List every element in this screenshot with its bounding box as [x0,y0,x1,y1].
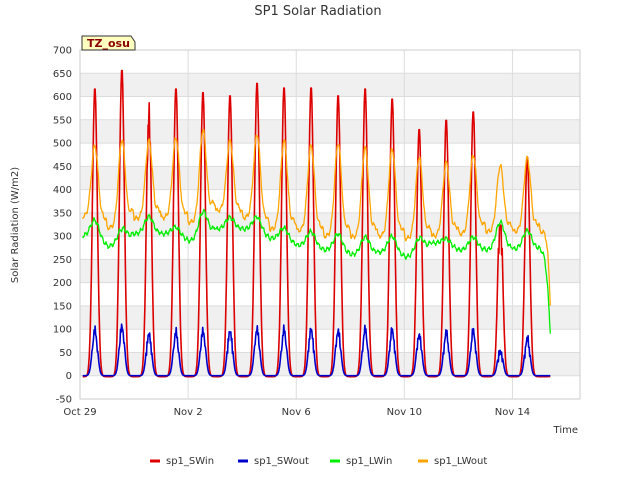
y-tick-label: 550 [53,115,72,126]
x-tick-label: Oct 29 [63,407,96,418]
legend-label-sp1_LWout: sp1_LWout [434,456,487,467]
grid-band [80,73,580,97]
y-tick-label: 600 [53,92,72,103]
y-tick-label: 50 [59,348,72,359]
chart-title: SP1 Solar Radiation [254,4,381,19]
series-line-sp1_LWout [82,128,551,306]
y-tick-label: 150 [53,301,72,312]
y-tick-label: -50 [56,395,72,406]
legend-label-sp1_SWin: sp1_SWin [166,456,214,467]
y-tick-label: 350 [53,208,72,219]
y-tick-label: 250 [53,255,72,266]
y-tick-label: 200 [53,278,72,289]
tz-badge-label: TZ_osu [87,37,130,50]
y-axis-label: Solar Radiation (W/m2) [10,167,21,283]
x-tick-label: Nov 10 [387,407,422,418]
x-tick-label: Nov 14 [495,407,530,418]
series-line-sp1_SWin [82,69,551,378]
grid-band [80,352,580,376]
x-tick-labels: Oct 29 Nov 2 Nov 6 Nov 10 Nov 14 [63,407,530,418]
x-tick-label: Nov 6 [282,407,311,418]
x-axis-label: Time [553,425,578,436]
y-tick-label: 650 [53,69,72,80]
y-tick-label: 300 [53,232,72,243]
series-layer [82,69,551,378]
legend-label-sp1_SWout: sp1_SWout [254,456,309,467]
grid-band [80,305,580,330]
series-line-sp1_SWout [82,323,551,377]
x-tick-label: Nov 2 [174,407,203,418]
y-tick-label: 0 [66,371,72,382]
grid-band [80,119,580,144]
grid-band [80,259,580,283]
series-line-sp1_LWin [82,208,551,334]
legend: sp1_SWin sp1_SWout sp1_LWin sp1_LWout [150,456,487,467]
tz-badge: TZ_osu [81,35,136,51]
plot-frame [79,49,581,400]
grid-band [80,166,580,190]
y-tick-label: 400 [53,185,72,196]
y-tick-labels: -50 0 50 100 150 200 250 300 350 400 450 500 550 600 6… [53,46,72,406]
legend-label-sp1_LWin: sp1_LWin [346,456,392,467]
y-tick-label: 450 [53,162,72,173]
y-tick-label: 700 [53,46,72,57]
y-tick-label: 100 [53,325,72,336]
y-tick-label: 500 [53,139,72,150]
